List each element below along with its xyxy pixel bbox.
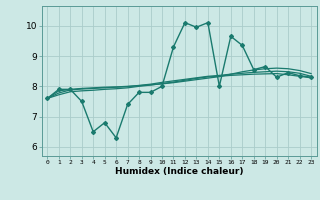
X-axis label: Humidex (Indice chaleur): Humidex (Indice chaleur) [115, 167, 244, 176]
